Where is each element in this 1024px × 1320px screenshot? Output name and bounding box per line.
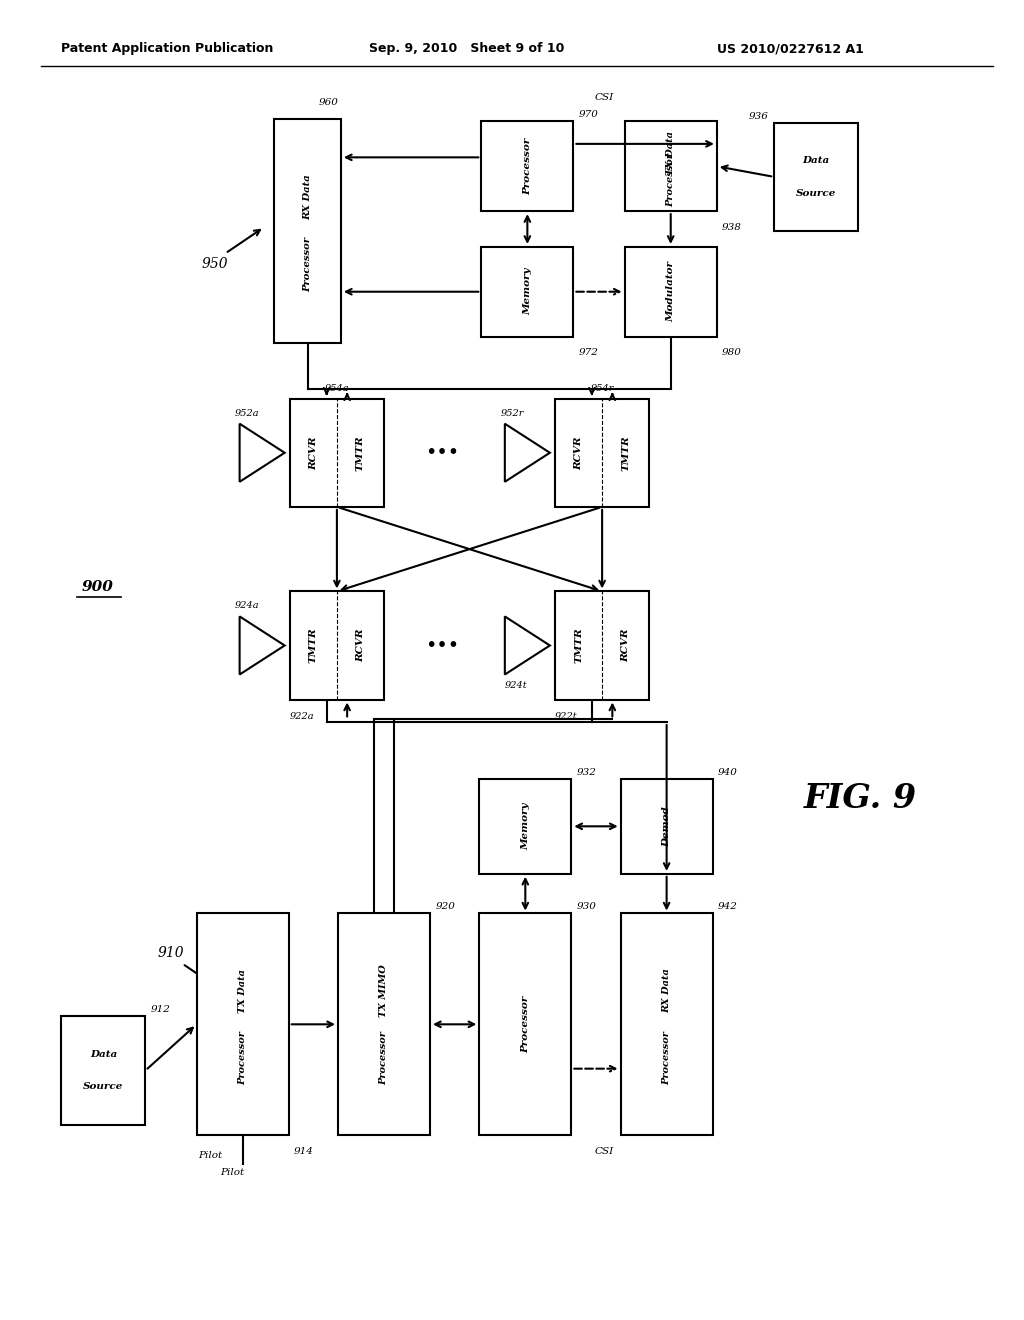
Text: Pilot: Pilot [198, 1151, 222, 1159]
Text: 922t: 922t [555, 713, 578, 721]
FancyBboxPatch shape [774, 123, 858, 231]
Text: Source: Source [83, 1082, 124, 1092]
FancyBboxPatch shape [197, 913, 289, 1135]
Text: 952r: 952r [501, 409, 523, 417]
Text: FIG. 9: FIG. 9 [804, 781, 916, 814]
FancyBboxPatch shape [625, 121, 717, 211]
FancyBboxPatch shape [481, 247, 573, 337]
Text: Processor: Processor [523, 137, 531, 195]
FancyBboxPatch shape [274, 119, 341, 343]
Text: 920: 920 [435, 903, 455, 911]
FancyBboxPatch shape [479, 779, 571, 874]
Text: Pilot: Pilot [220, 1168, 245, 1176]
Text: CSI: CSI [595, 1147, 613, 1155]
Text: 914: 914 [294, 1147, 313, 1155]
Text: 952a: 952a [234, 409, 259, 417]
Text: TX MIMO: TX MIMO [380, 965, 388, 1018]
Text: TMTR: TMTR [574, 628, 583, 663]
Text: Processor: Processor [303, 238, 312, 292]
Text: 940: 940 [718, 768, 737, 776]
Text: 936: 936 [750, 112, 769, 120]
Text: 972: 972 [579, 348, 598, 356]
Text: RCVR: RCVR [356, 628, 365, 663]
Text: 950: 950 [202, 257, 228, 271]
Text: Processor: Processor [667, 153, 675, 207]
Text: TX Data: TX Data [239, 969, 247, 1012]
Text: 900: 900 [81, 581, 114, 594]
Text: 930: 930 [577, 903, 596, 911]
Text: •••: ••• [425, 444, 460, 462]
Text: 980: 980 [722, 348, 741, 356]
Text: Memory: Memory [521, 803, 529, 850]
Text: TX Data: TX Data [667, 131, 675, 174]
Text: •••: ••• [425, 636, 460, 655]
Text: 922a: 922a [290, 713, 314, 721]
Text: Memory: Memory [523, 268, 531, 315]
Text: Patent Application Publication: Patent Application Publication [61, 42, 273, 55]
Text: Sep. 9, 2010   Sheet 9 of 10: Sep. 9, 2010 Sheet 9 of 10 [369, 42, 564, 55]
Text: 924a: 924a [234, 602, 259, 610]
Text: RX Data: RX Data [663, 969, 671, 1014]
FancyBboxPatch shape [621, 779, 713, 874]
FancyBboxPatch shape [290, 591, 384, 700]
Text: 932: 932 [577, 768, 596, 776]
Text: 910: 910 [158, 946, 184, 960]
Text: 954r: 954r [591, 384, 613, 392]
Text: 938: 938 [722, 223, 741, 231]
Text: CSI: CSI [595, 94, 613, 102]
Polygon shape [505, 424, 550, 482]
FancyBboxPatch shape [621, 913, 713, 1135]
Text: RCVR: RCVR [574, 436, 583, 470]
FancyBboxPatch shape [290, 399, 384, 507]
Text: 912: 912 [151, 1006, 170, 1014]
Text: 954a: 954a [325, 384, 349, 392]
FancyBboxPatch shape [555, 591, 649, 700]
Text: Demod: Demod [663, 807, 671, 846]
Text: RX Data: RX Data [303, 174, 312, 220]
Text: Data: Data [803, 156, 829, 165]
Text: 942: 942 [718, 903, 737, 911]
Text: Modulator: Modulator [667, 261, 675, 322]
FancyBboxPatch shape [61, 1016, 145, 1125]
FancyBboxPatch shape [625, 247, 717, 337]
Polygon shape [240, 616, 285, 675]
Text: TMTR: TMTR [309, 628, 317, 663]
FancyBboxPatch shape [479, 913, 571, 1135]
Text: RCVR: RCVR [622, 628, 630, 663]
Text: 970: 970 [579, 111, 598, 119]
Text: Processor: Processor [380, 1031, 388, 1085]
Text: RCVR: RCVR [309, 436, 317, 470]
Polygon shape [240, 424, 285, 482]
Text: Source: Source [796, 189, 837, 198]
Text: TMTR: TMTR [356, 436, 365, 470]
FancyBboxPatch shape [555, 399, 649, 507]
Polygon shape [505, 616, 550, 675]
Text: Data: Data [90, 1049, 117, 1059]
Text: 924t: 924t [505, 681, 527, 689]
Text: US 2010/0227612 A1: US 2010/0227612 A1 [717, 42, 863, 55]
FancyBboxPatch shape [338, 913, 430, 1135]
Text: 960: 960 [319, 99, 339, 107]
Text: Processor: Processor [663, 1031, 671, 1085]
Text: TMTR: TMTR [622, 436, 630, 470]
Text: Processor: Processor [239, 1031, 247, 1085]
Text: Processor: Processor [521, 995, 529, 1053]
FancyBboxPatch shape [481, 121, 573, 211]
